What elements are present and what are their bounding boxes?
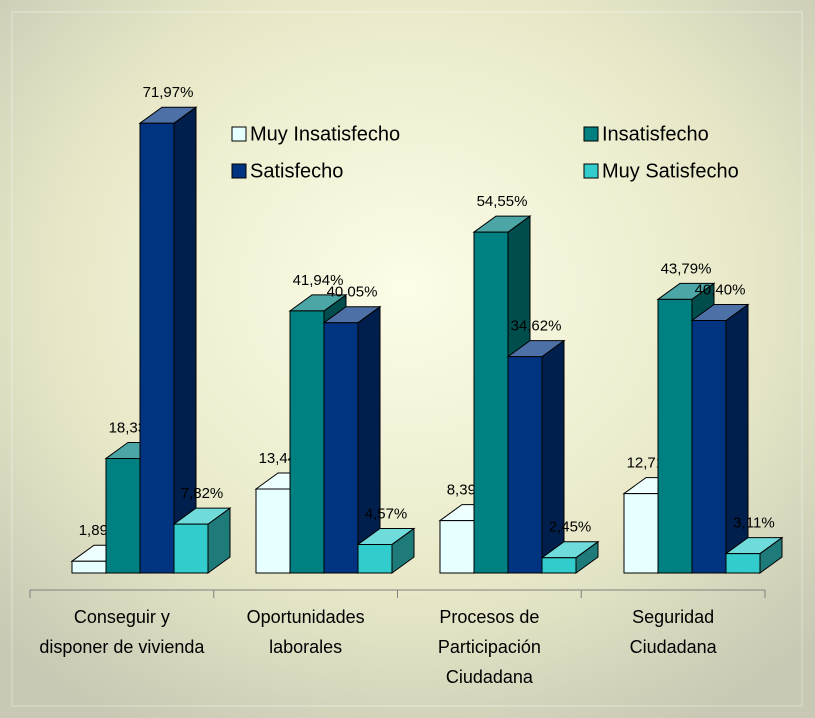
legend-swatch xyxy=(231,126,247,142)
bar-front xyxy=(139,122,175,574)
bar-front xyxy=(623,493,659,574)
bar xyxy=(690,303,750,574)
bar-front xyxy=(725,553,761,574)
data-label: 71,97% xyxy=(143,84,194,101)
bar-front xyxy=(255,488,291,574)
bar xyxy=(724,536,784,574)
bar-front xyxy=(439,520,475,574)
bar xyxy=(172,507,232,574)
bar-front xyxy=(691,320,727,574)
legend-label: Satisfecho xyxy=(250,160,343,182)
data-label: 4,57% xyxy=(365,505,408,522)
legend-swatch xyxy=(583,163,599,179)
bar xyxy=(356,527,416,574)
bar-front xyxy=(507,356,543,574)
bar-side xyxy=(541,339,565,574)
legend-swatch xyxy=(231,163,247,179)
bar xyxy=(322,305,382,574)
data-label: 3,11% xyxy=(733,515,774,532)
bar-front xyxy=(473,231,509,574)
legend-label: Insatisfecho xyxy=(602,123,709,145)
bar xyxy=(540,540,600,574)
bar-front xyxy=(289,310,325,574)
legend-swatch xyxy=(583,126,599,142)
x-tick-label: Procesos de Participación Ciudadana xyxy=(437,607,541,687)
data-label: 7,82% xyxy=(181,485,224,502)
x-tick-label: Seguridad Ciudadana xyxy=(629,607,717,657)
bar xyxy=(138,106,198,574)
x-tick-label: Conseguir y disponer de vivienda xyxy=(39,607,205,657)
legend-label: Muy Satisfecho xyxy=(602,160,739,182)
bar-side xyxy=(725,303,749,574)
bar-front xyxy=(657,298,693,574)
data-label: 2,45% xyxy=(549,519,592,536)
bar-front xyxy=(541,557,577,574)
legend-label: Muy Insatisfecho xyxy=(250,123,400,145)
plot-frame xyxy=(11,11,803,707)
x-tick-label: Oportunidades laborales xyxy=(246,607,365,657)
data-label: 40,40% xyxy=(695,281,746,298)
bar-front xyxy=(105,457,141,574)
data-label: 40,05% xyxy=(327,284,378,301)
data-label: 43,79% xyxy=(661,260,712,277)
bar-side xyxy=(173,106,197,574)
bar-front xyxy=(71,560,107,574)
data-label: 54,55% xyxy=(477,193,528,210)
bar-front xyxy=(357,543,393,574)
data-label: 41,94% xyxy=(293,272,344,289)
bar xyxy=(506,339,566,574)
bar-front xyxy=(323,322,359,574)
bar-front xyxy=(173,523,209,574)
data-label: 34,62% xyxy=(511,318,562,335)
